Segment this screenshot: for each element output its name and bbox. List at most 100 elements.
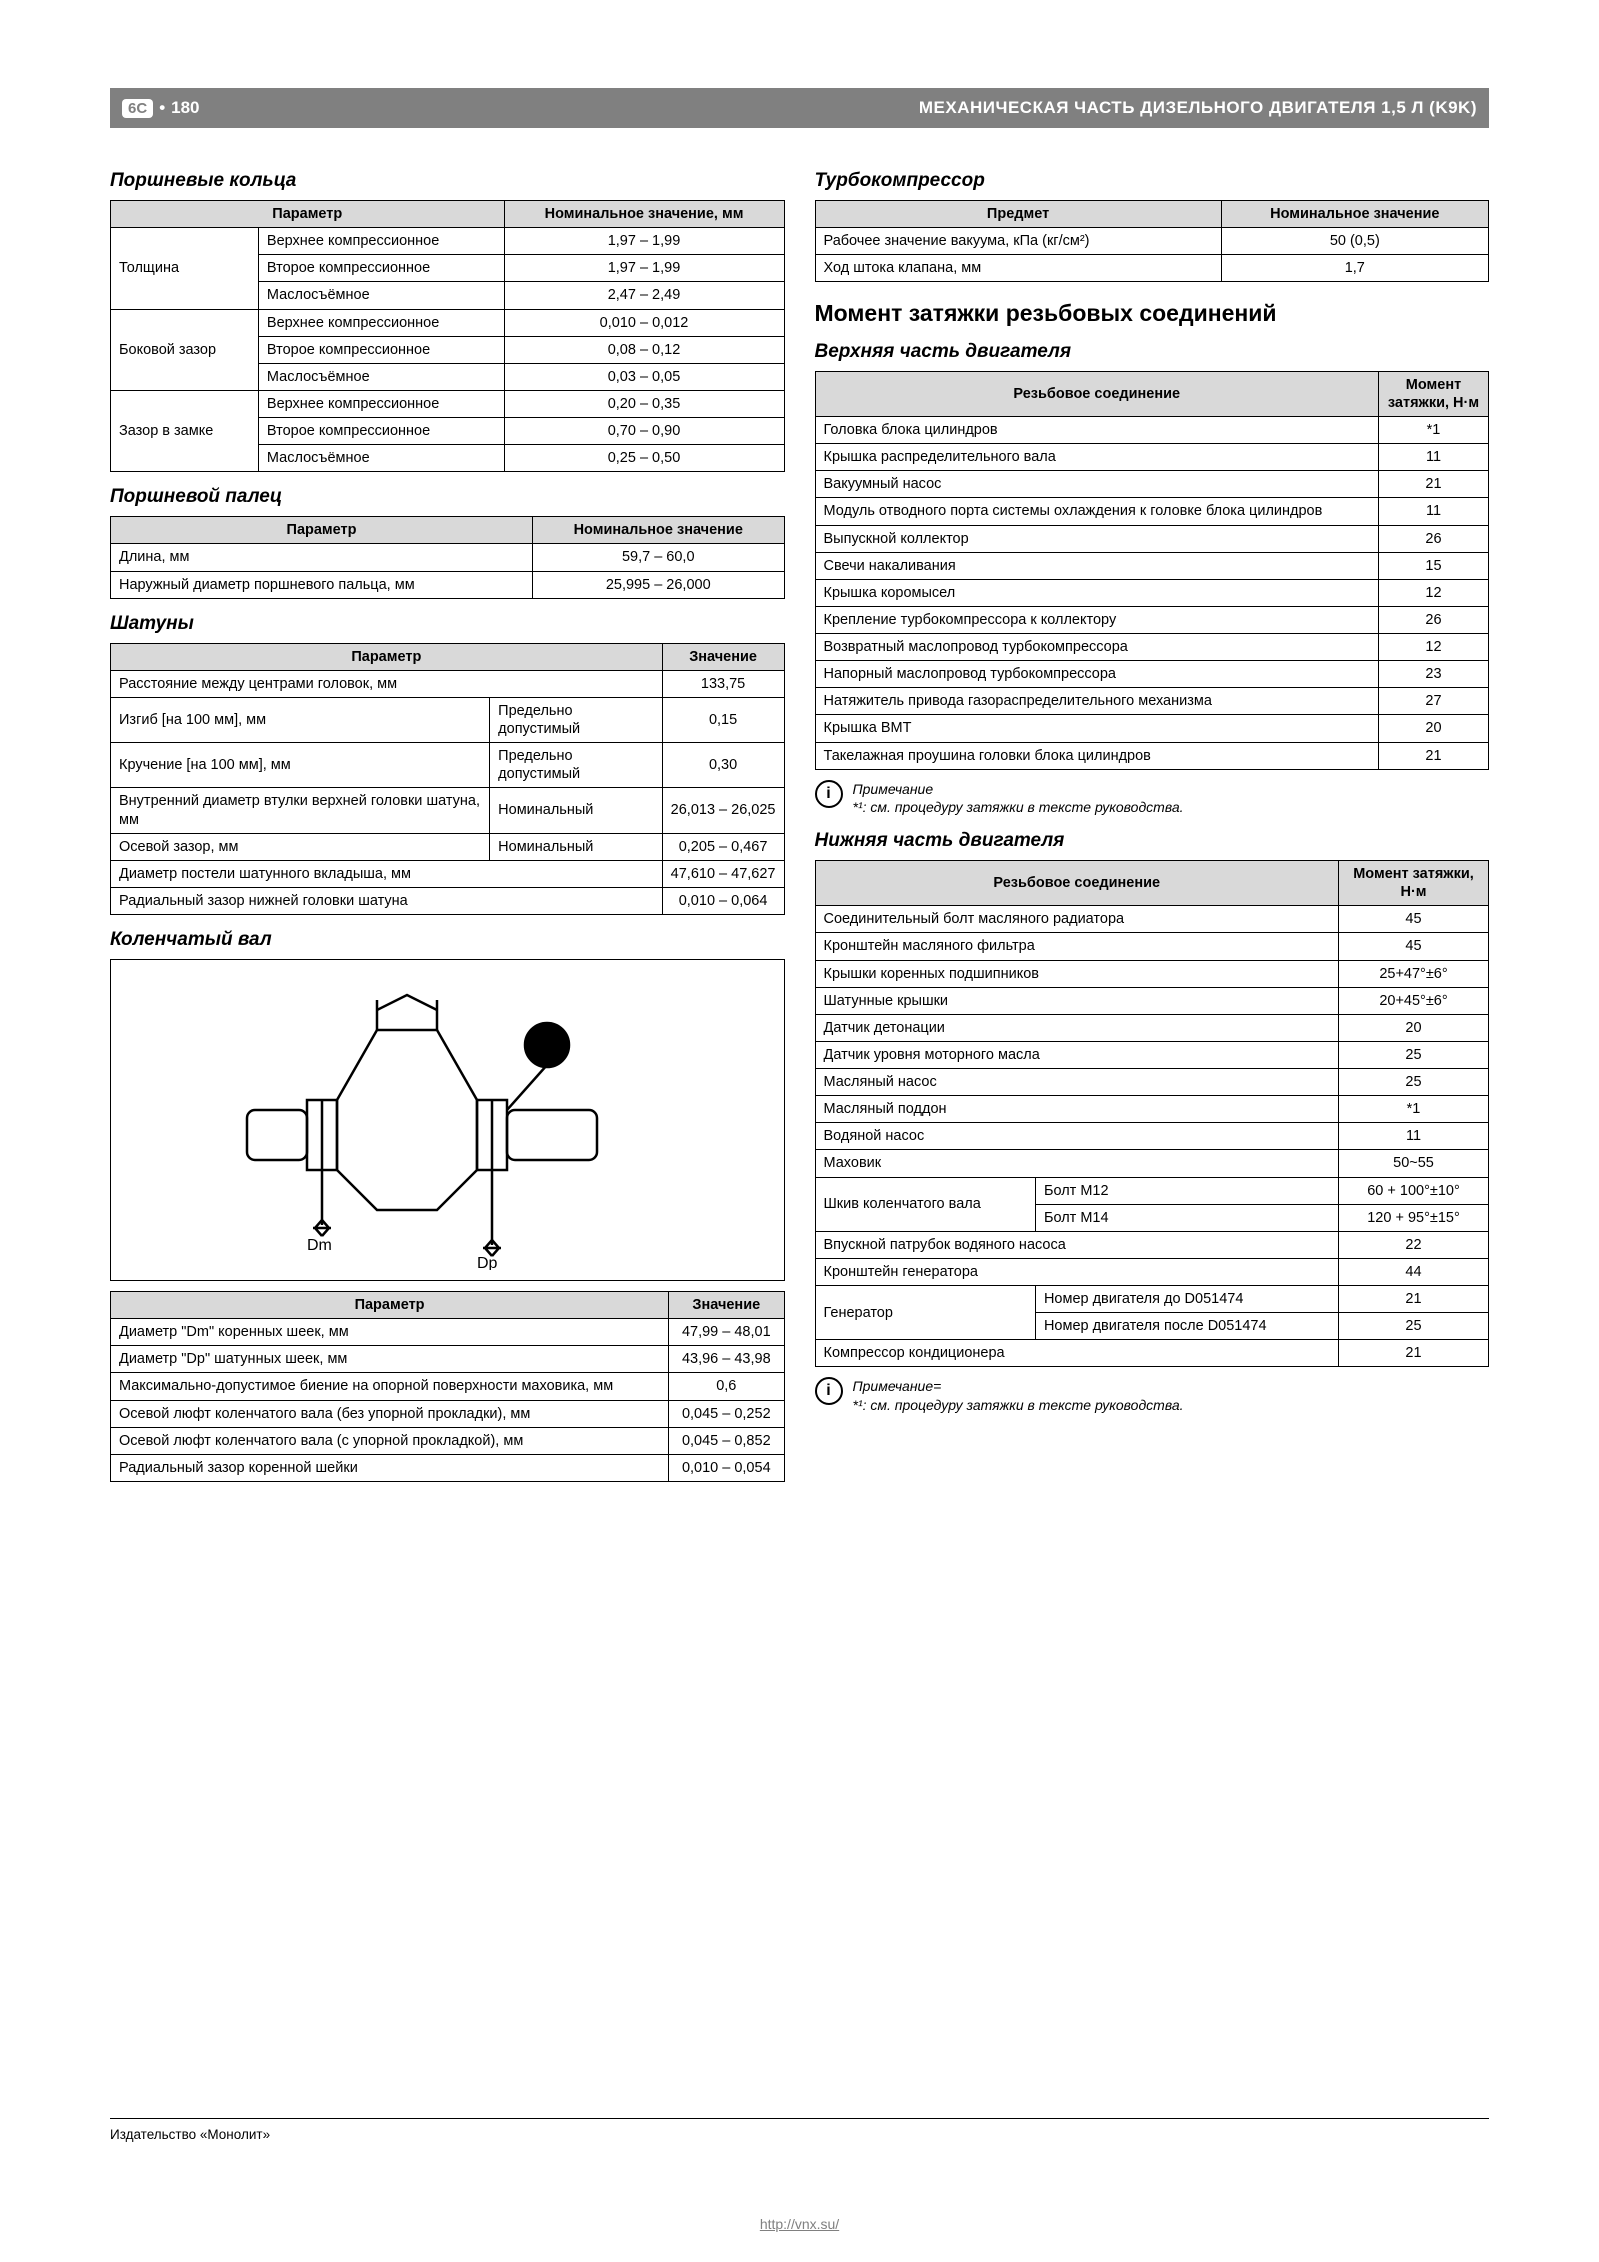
table-row: Впускной патрубок водяного насоса22 (815, 1231, 1489, 1258)
th-value: Номинальное значение (533, 517, 785, 544)
cell-value: 1,97 – 1,99 (504, 255, 784, 282)
table-row: Возвратный маслопровод турбокомпрессора1… (815, 634, 1489, 661)
table-row: Модуль отводного порта системы охлаждени… (815, 498, 1489, 525)
cell-value: 120 + 95°±15° (1339, 1204, 1489, 1231)
th-conn: Резьбовое соединение (815, 861, 1339, 906)
crankshaft-diagram: Dm Dp (207, 970, 687, 1270)
th-param: Параметр (111, 517, 533, 544)
table-turbo: Предмет Номинальное значение Рабочее зна… (815, 200, 1490, 282)
cell-value: 2,47 – 2,49 (504, 282, 784, 309)
page-number: 180 (171, 98, 199, 118)
cell-value: 23 (1379, 661, 1489, 688)
table-piston-pin: Параметр Номинальное значение Длина, мм5… (110, 516, 785, 598)
cell-param: Изгиб [на 100 мм], мм (111, 697, 490, 742)
table-row: Водяной насос11 (815, 1123, 1489, 1150)
cell-value: 0,045 – 0,252 (669, 1400, 784, 1427)
cell-qualifier: Предельно допустимый (490, 697, 662, 742)
table-row: Осевой зазор, ммНоминальный0,205 – 0,467 (111, 833, 785, 860)
cell-value: 25 (1339, 1041, 1489, 1068)
cell-param: Модуль отводного порта системы охлаждени… (815, 498, 1379, 525)
cell-param: Соединительный болт масляного радиатора (815, 906, 1339, 933)
cell-param: Напорный маслопровод турбокомпрессора (815, 661, 1379, 688)
cell-value: 25+47°±6° (1339, 960, 1489, 987)
section-title-rings: Поршневые кольца (110, 170, 785, 192)
footer-publisher: Издательство «Монолит» (110, 2118, 1489, 2142)
page: 6C • 180 МЕХАНИЧЕСКАЯ ЧАСТЬ ДИЗЕЛЬНОГО Д… (0, 0, 1599, 2262)
cell-param: Маслосъёмное (258, 445, 504, 472)
table-row: ГенераторНомер двигателя до D05147421 (815, 1286, 1489, 1313)
cell-value: 0,08 – 0,12 (504, 336, 784, 363)
table-row: Натяжитель привода газораспределительног… (815, 688, 1489, 715)
cell-value: 1,97 – 1,99 (504, 228, 784, 255)
cell-param: Маслосъёмное (258, 363, 504, 390)
table-row: Изгиб [на 100 мм], ммПредельно допустимы… (111, 697, 785, 742)
cell-value: 0,010 – 0,012 (504, 309, 784, 336)
section-title-pin: Поршневой палец (110, 486, 785, 508)
cell-param: Кронштейн масляного фильтра (815, 933, 1339, 960)
cell-value: 25,995 – 26,000 (533, 571, 785, 598)
th-param: Параметр (111, 1292, 669, 1319)
two-column-layout: Поршневые кольца Параметр Номинальное зн… (110, 156, 1489, 1482)
cell-value: 0,010 – 0,054 (669, 1454, 784, 1481)
cell-param: Расстояние между центрами головок, мм (111, 670, 663, 697)
cell-param: Свечи накаливания (815, 552, 1379, 579)
cell-value: 20+45°±6° (1339, 987, 1489, 1014)
cell-param: Верхнее компрессионное (258, 309, 504, 336)
table-row: Датчик уровня моторного масла25 (815, 1041, 1489, 1068)
cell-value: 45 (1339, 933, 1489, 960)
label-dp: Dp (477, 1255, 498, 1270)
table-row: Кронштейн генератора44 (815, 1258, 1489, 1285)
cell-param: Вакуумный насос (815, 471, 1379, 498)
cell-value: 1,7 (1221, 255, 1488, 282)
table-row: Шатунные крышки20+45°±6° (815, 987, 1489, 1014)
cell-param: Крепление турбокомпрессора к коллектору (815, 606, 1379, 633)
cell-param: Датчик детонации (815, 1014, 1339, 1041)
note-upper: i Примечание *¹: см. процедуру затяжки в… (815, 780, 1490, 816)
section-title-crank: Коленчатый вал (110, 929, 785, 951)
cell-param: Второе компрессионное (258, 418, 504, 445)
table-row: Такелажная проушина головки блока цилинд… (815, 742, 1489, 769)
cell-param: Масляный насос (815, 1069, 1339, 1096)
note-text: Примечание *¹: см. процедуру затяжки в т… (853, 780, 1184, 816)
table-row: Маховик50~55 (815, 1150, 1489, 1177)
table-row: Радиальный зазор нижней головки шатуна0,… (111, 887, 785, 914)
cell-sub: Болт М12 (1035, 1177, 1338, 1204)
th-value: Номинальное значение (1221, 201, 1488, 228)
note-text: Примечание= *¹: см. процедуру затяжки в … (853, 1377, 1184, 1413)
table-crankshaft: Параметр Значение Диаметр "Dm" коренных … (110, 1291, 785, 1482)
table-row: Напорный маслопровод турбокомпрессора23 (815, 661, 1489, 688)
th-value: Момент затяжки, Н·м (1379, 371, 1489, 416)
cell-value: 0,70 – 0,90 (504, 418, 784, 445)
cell-value: 20 (1339, 1014, 1489, 1041)
cell-param: Диаметр "Dm" коренных шеек, мм (111, 1319, 669, 1346)
row-group-label: Зазор в замке (111, 390, 259, 471)
crankshaft-diagram-box: Dm Dp (110, 959, 785, 1281)
cell-value: 21 (1339, 1286, 1489, 1313)
table-row: Масляный насос25 (815, 1069, 1489, 1096)
cell-param: Выпускной коллектор (815, 525, 1379, 552)
note-lower: i Примечание= *¹: см. процедуру затяжки … (815, 1377, 1490, 1413)
table-row: Диаметр постели шатунного вкладыша, мм47… (111, 860, 785, 887)
section-badge: 6C (122, 99, 153, 118)
cell-sub: Номер двигателя после D051474 (1035, 1313, 1338, 1340)
row-group-label: Боковой зазор (111, 309, 259, 390)
cell-value: 11 (1379, 444, 1489, 471)
cell-value: *1 (1379, 417, 1489, 444)
table-torque-upper: Резьбовое соединение Момент затяжки, Н·м… (815, 371, 1490, 770)
cell-param: Радиальный зазор коренной шейки (111, 1454, 669, 1481)
table-row: Длина, мм59,7 – 60,0 (111, 544, 785, 571)
cell-value: 26,013 – 26,025 (662, 788, 784, 833)
cell-param: Наружный диаметр поршневого пальца, мм (111, 571, 533, 598)
torque-section-title: Момент затяжки резьбовых соединений (815, 300, 1490, 326)
cell-param: Ход штока клапана, мм (815, 255, 1221, 282)
th-param: Параметр (111, 201, 505, 228)
cell-value: 45 (1339, 906, 1489, 933)
table-row: Кручение [на 100 мм], ммПредельно допуст… (111, 743, 785, 788)
cell-param: Диаметр постели шатунного вкладыша, мм (111, 860, 663, 887)
cell-param: Масляный поддон (815, 1096, 1339, 1123)
cell-value: 50 (0,5) (1221, 228, 1488, 255)
table-row: Осевой люфт коленчатого вала (с упорной … (111, 1427, 785, 1454)
cell-value: 0,010 – 0,064 (662, 887, 784, 914)
cell-param: Маховик (815, 1150, 1339, 1177)
cell-value: 21 (1379, 742, 1489, 769)
